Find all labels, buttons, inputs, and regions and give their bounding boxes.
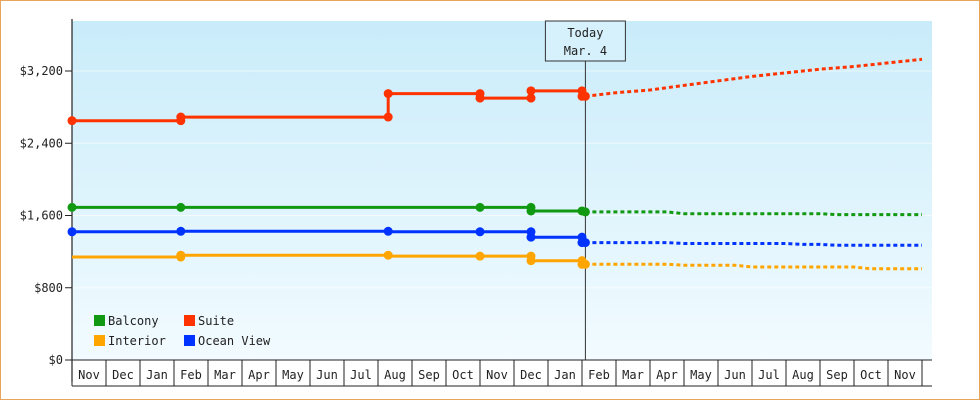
forecast-line-ocean-view [585, 241, 922, 247]
data-point-suite [383, 112, 393, 122]
data-point-interior [580, 259, 590, 269]
legend-swatch-balcony [94, 315, 105, 326]
month-label: Dec [520, 368, 542, 382]
month-label: Oct [860, 368, 882, 382]
month-label: Oct [452, 368, 474, 382]
month-label: Jun [316, 368, 338, 382]
legend-swatch-suite [184, 315, 195, 326]
data-point-balcony [475, 202, 485, 212]
month-label: Nov [894, 368, 916, 382]
data-point-suite [67, 116, 77, 126]
today-label: Today [567, 26, 603, 40]
forecast-line-interior [585, 262, 922, 271]
month-label: Aug [384, 368, 406, 382]
month-label: Jan [146, 368, 168, 382]
today-box [544, 20, 626, 62]
month-label: Dec [112, 368, 134, 382]
data-point-balcony [67, 202, 77, 212]
data-point-suite [176, 112, 186, 122]
month-label: Mar [214, 368, 236, 382]
y-axis: $0 $800 $1,600 $2,400 $3,200 [20, 19, 73, 382]
y-tick-label: $0 [49, 353, 63, 367]
legend-label-ocean-view: Ocean View [198, 334, 271, 348]
legend-swatch-ocean-view [184, 335, 195, 346]
legend-swatch-interior [94, 335, 105, 346]
y-tick-label: $3,200 [20, 64, 63, 78]
legend-label-balcony: Balcony [108, 314, 159, 328]
data-point-ocean-view [67, 227, 77, 237]
data-point-balcony [176, 202, 186, 212]
today-date: Mar. 4 [564, 44, 607, 58]
data-point-ocean-view [580, 238, 590, 248]
data-point-ocean-view [176, 226, 186, 236]
y-tick-label: $800 [34, 281, 63, 295]
month-label: Jul [758, 368, 780, 382]
month-label: Apr [656, 368, 678, 382]
month-label: Jul [350, 368, 372, 382]
today-marker: Today Mar. 4 [544, 20, 626, 360]
month-label: May [282, 368, 304, 382]
data-point-balcony [580, 207, 590, 217]
month-label: Feb [180, 368, 202, 382]
forecast-line-suite [585, 57, 923, 98]
data-point-suite [475, 93, 485, 103]
month-label: Jun [724, 368, 746, 382]
legend: Balcony Suite Interior Ocean View [94, 314, 271, 348]
month-label: Nov [78, 368, 100, 382]
plot-area [72, 21, 932, 360]
data-point-suite [580, 91, 590, 101]
data-point-suite [383, 89, 393, 99]
month-label: Apr [248, 368, 270, 382]
data-point-suite [526, 86, 536, 96]
data-point-ocean-view [475, 227, 485, 237]
series-lines [67, 57, 923, 271]
data-point-interior [383, 250, 393, 260]
month-label: Feb [588, 368, 610, 382]
data-point-interior [176, 250, 186, 260]
data-point-ocean-view [526, 232, 536, 242]
y-tick-label: $1,600 [20, 209, 63, 223]
month-label: Nov [486, 368, 508, 382]
legend-label-suite: Suite [198, 314, 234, 328]
data-point-suite [526, 93, 536, 103]
data-point-ocean-view [383, 226, 393, 236]
x-axis: Nov Dec Jan Feb Mar Apr May Jun Jul Aug Sep Oct Nov D… [71, 359, 932, 387]
month-label: Mar [622, 368, 644, 382]
month-label: Aug [792, 368, 814, 382]
month-label: Sep [826, 368, 848, 382]
month-label: Jan [554, 368, 576, 382]
data-point-balcony [526, 206, 536, 216]
data-point-interior [475, 251, 485, 261]
data-point-interior [526, 256, 536, 266]
month-label: Sep [418, 368, 440, 382]
legend-label-interior: Interior [108, 334, 166, 348]
month-label: May [690, 368, 712, 382]
y-tick-label: $2,400 [20, 136, 63, 150]
